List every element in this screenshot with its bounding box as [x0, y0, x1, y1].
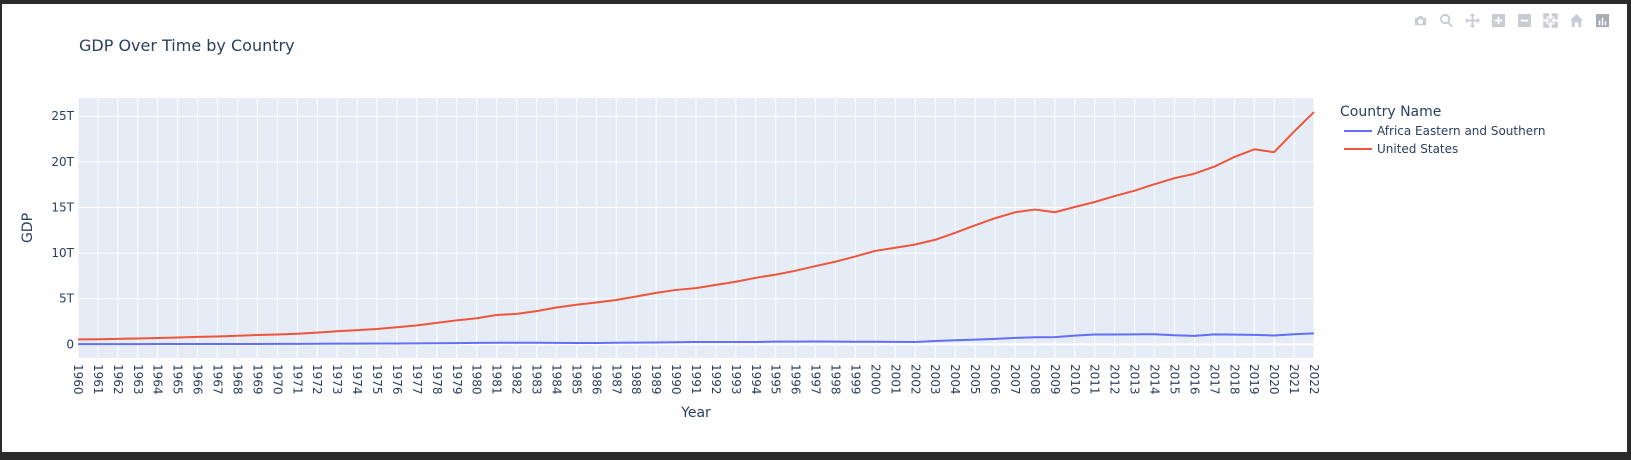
- x-tick-label: 2016: [1187, 364, 1201, 395]
- legend-label: United States: [1377, 142, 1458, 156]
- x-tick-label: 2000: [868, 364, 882, 395]
- x-tick-label: 1994: [749, 364, 763, 395]
- x-tick-label: 1961: [91, 364, 105, 395]
- x-tick-label: 2020: [1267, 364, 1281, 395]
- x-tick-label: 2012: [1108, 364, 1122, 395]
- x-tick-label: 1998: [829, 364, 843, 395]
- x-tick-label: 1965: [171, 364, 185, 395]
- x-tick-label: 2003: [928, 364, 942, 395]
- zoom-out-icon[interactable]: [1511, 10, 1537, 30]
- x-tick-label: 1992: [709, 364, 723, 395]
- x-tick-label: 2021: [1287, 364, 1301, 395]
- chart-title: GDP Over Time by Country: [79, 36, 295, 55]
- x-tick-label: 1996: [789, 364, 803, 395]
- x-tick-label: 2007: [1008, 364, 1022, 395]
- x-tick-label: 1988: [629, 364, 643, 395]
- x-tick-label: 1963: [131, 364, 145, 395]
- y-tick-labels: 0 5T 10T 15T 20T 25T: [51, 109, 74, 351]
- series-line-africa-eastern-southern[interactable]: [78, 332, 1315, 346]
- x-tick-label: 2011: [1088, 364, 1102, 395]
- x-tick-label: 1995: [769, 364, 783, 395]
- x-tick-label: 1979: [450, 364, 464, 395]
- x-tick-label: 1972: [310, 364, 324, 395]
- x-tick-label: 1980: [470, 364, 484, 395]
- x-tick-label: 1964: [151, 364, 165, 395]
- plotly-logo-icon[interactable]: [1589, 10, 1615, 30]
- x-tick-label: 1985: [569, 364, 583, 395]
- x-tick-label: 1993: [729, 364, 743, 395]
- x-tick-label: 1975: [370, 364, 384, 395]
- x-tick-label: 2001: [888, 364, 902, 395]
- x-tick-label: 1991: [689, 364, 703, 395]
- x-tick-label: 2014: [1148, 364, 1162, 395]
- x-tick-label: 1999: [848, 364, 862, 395]
- legend-item[interactable]: United States: [1344, 142, 1458, 156]
- x-tick-label: 1983: [530, 364, 544, 395]
- x-gridlines: [77, 98, 1315, 358]
- y-tick-label: 5T: [59, 292, 75, 306]
- x-tick-label: 2018: [1227, 364, 1241, 395]
- x-tick-label: 2022: [1307, 364, 1321, 395]
- modebar: [1407, 10, 1615, 30]
- x-tick-label: 1962: [111, 364, 125, 395]
- x-tick-label: 1987: [609, 364, 623, 395]
- series-lines: [77, 111, 1315, 346]
- x-tick-label: 2017: [1207, 364, 1221, 395]
- x-tick-label: 1982: [510, 364, 524, 395]
- y-tick-label: 0: [66, 337, 74, 351]
- x-tick-label: 2004: [948, 364, 962, 395]
- zoom-in-icon[interactable]: [1485, 10, 1511, 30]
- x-tick-label: 1974: [350, 364, 364, 395]
- x-tick-label: 1990: [669, 364, 683, 395]
- x-tick-labels: 1960 1961 1962 1963 1964 1965 1966 1967 1968 1969…: [71, 364, 1321, 395]
- x-tick-label: 1970: [270, 364, 284, 395]
- y-tick-label: 20T: [51, 155, 74, 169]
- x-tick-label: 2019: [1247, 364, 1261, 395]
- y-axis-label: GDP: [20, 213, 36, 243]
- zoom-icon[interactable]: [1433, 10, 1459, 30]
- x-tick-label: 1967: [211, 364, 225, 395]
- x-tick-label: 1973: [330, 364, 344, 395]
- home-icon[interactable]: [1563, 10, 1589, 30]
- x-tick-label: 2010: [1068, 364, 1082, 395]
- x-tick-label: 2008: [1028, 364, 1042, 395]
- camera-icon[interactable]: [1407, 10, 1433, 30]
- x-tick-label: 2002: [908, 364, 922, 395]
- y-tick-label: 15T: [51, 200, 74, 214]
- x-tick-label: 1986: [589, 364, 603, 395]
- x-tick-label: 1966: [191, 364, 205, 395]
- legend: Africa Eastern and Southern United States: [1344, 124, 1545, 156]
- x-axis-label: Year: [680, 405, 711, 421]
- x-tick-label: 1969: [250, 364, 264, 395]
- legend-label: Africa Eastern and Southern: [1377, 124, 1545, 138]
- x-tick-label: 1984: [549, 364, 563, 395]
- x-tick-label: 2009: [1048, 364, 1062, 395]
- line-chart: GDP Over Time by Country 0 5T 10T 15T 20T 25T…: [20, 36, 1545, 421]
- x-tick-label: 2006: [988, 364, 1002, 395]
- x-tick-label: 1978: [430, 364, 444, 395]
- x-tick-label: 1997: [809, 364, 823, 395]
- pan-icon[interactable]: [1459, 10, 1485, 30]
- legend-item[interactable]: Africa Eastern and Southern: [1344, 124, 1545, 138]
- legend-title: Country Name: [1340, 104, 1441, 120]
- x-tick-label: 1977: [410, 364, 424, 395]
- x-tick-label: 1971: [290, 364, 304, 395]
- x-tick-label: 1960: [71, 364, 85, 395]
- y-tick-label: 10T: [51, 246, 74, 260]
- x-tick-label: 2005: [968, 364, 982, 395]
- x-tick-label: 1968: [230, 364, 244, 395]
- autoscale-icon[interactable]: [1537, 10, 1563, 30]
- x-tick-label: 1981: [490, 364, 504, 395]
- plot-panel: GDP Over Time by Country 0 5T 10T 15T 20T 25T…: [2, 4, 1627, 452]
- x-tick-label: 2015: [1167, 364, 1181, 395]
- x-tick-label: 1976: [390, 364, 404, 395]
- series-line-united-states[interactable]: [77, 111, 1315, 341]
- x-tick-label: 1989: [649, 364, 663, 395]
- y-tick-label: 25T: [51, 109, 74, 123]
- x-tick-label: 2013: [1128, 364, 1142, 395]
